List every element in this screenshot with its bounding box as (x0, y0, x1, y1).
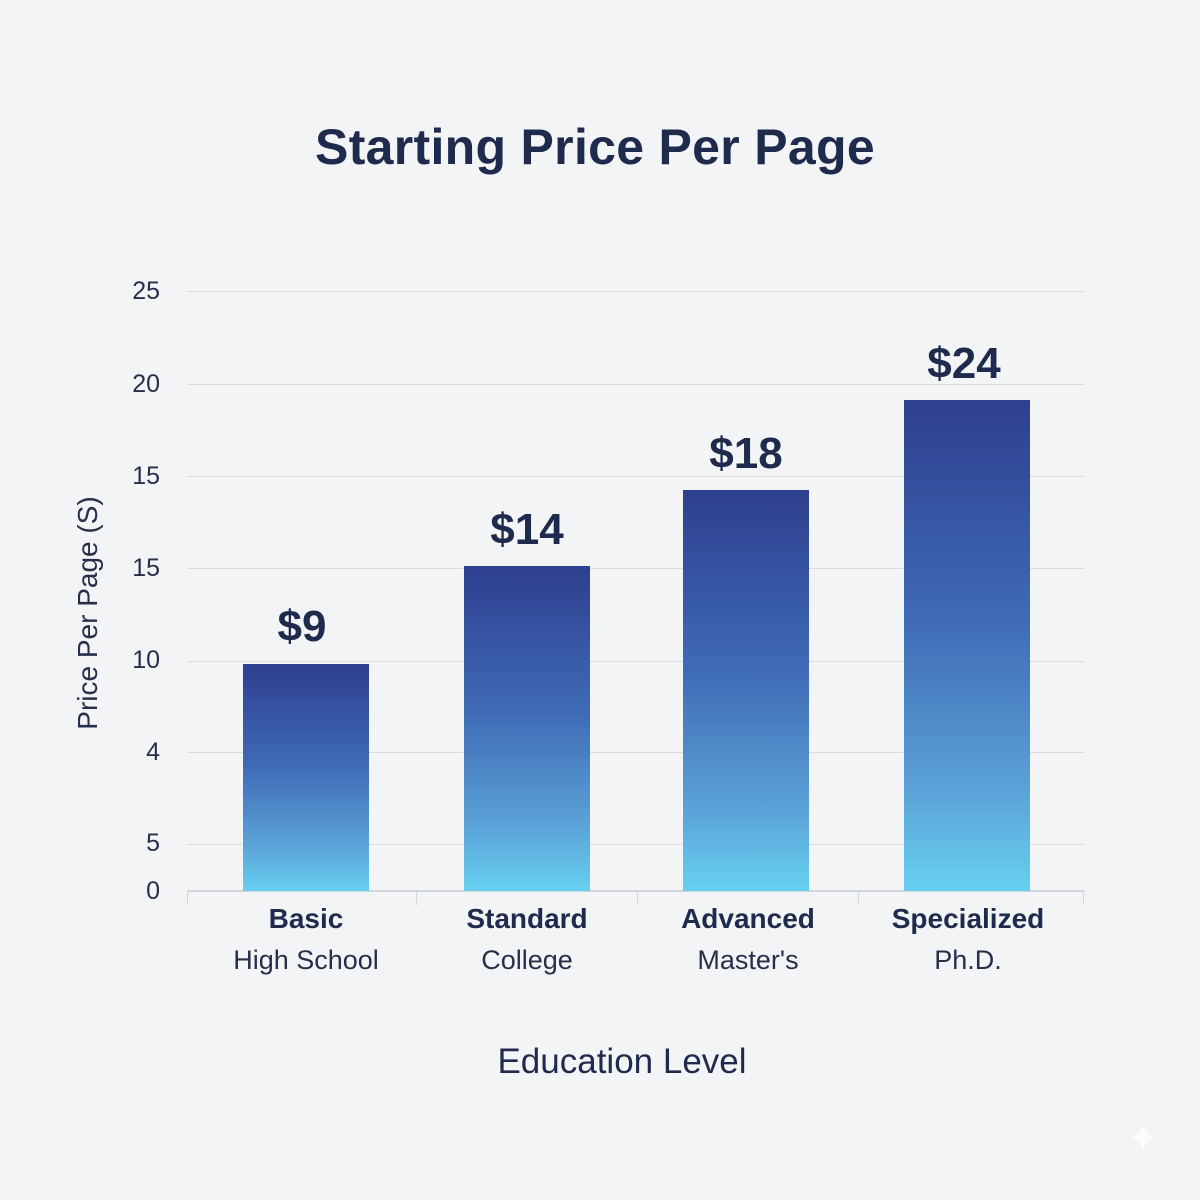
category-label: Basic (268, 903, 344, 934)
bar-advanced[interactable] (683, 490, 809, 891)
category-sublabel: Ph.D. (934, 945, 1002, 975)
y-tick-label: 10 (132, 646, 160, 674)
x-axis-line (187, 890, 1084, 892)
category-sublabel: Master's (697, 945, 799, 975)
y-tick-label: 15 (132, 462, 160, 490)
x-axis-tick (637, 891, 638, 905)
y-tick-label: 15 (132, 554, 160, 582)
category-sublabel: High School (233, 945, 379, 975)
category-label: Advanced (681, 903, 815, 934)
bar-value-label: $24 (927, 339, 1001, 388)
gridline (187, 844, 1084, 845)
y-axis-label: Price Per Page (S) (72, 496, 103, 730)
x-axis-tick (416, 891, 417, 905)
gridline (187, 661, 1084, 662)
y-tick-label: 5 (146, 829, 160, 857)
y-tick-label: 25 (132, 277, 160, 305)
gridline (187, 384, 1084, 385)
bar-basic[interactable] (243, 664, 369, 891)
gridline (187, 291, 1084, 292)
bar-value-label: $9 (277, 602, 327, 651)
x-axis-tick (187, 891, 188, 905)
category-label: Specialized (891, 903, 1045, 934)
bar-value-label: $14 (490, 505, 564, 554)
gridline (187, 752, 1084, 753)
gridline (187, 568, 1084, 569)
x-axis-tick (858, 891, 859, 905)
bar-specialized[interactable] (904, 400, 1030, 891)
category-label: Standard (466, 903, 588, 934)
bar-standard[interactable] (464, 566, 590, 891)
x-axis-tick (1083, 891, 1084, 905)
y-tick-label: 4 (146, 738, 160, 766)
sparkle-icon: ✦ (1126, 1117, 1160, 1161)
category-sublabel: College (481, 945, 573, 975)
gridline (187, 476, 1084, 477)
bar-value-label: $18 (709, 429, 783, 478)
chart-title: Starting Price Per Page (315, 119, 875, 175)
y-tick-label: 0 (146, 877, 160, 905)
y-tick-label: 20 (132, 370, 160, 398)
x-axis-label: Education Level (497, 1042, 747, 1081)
